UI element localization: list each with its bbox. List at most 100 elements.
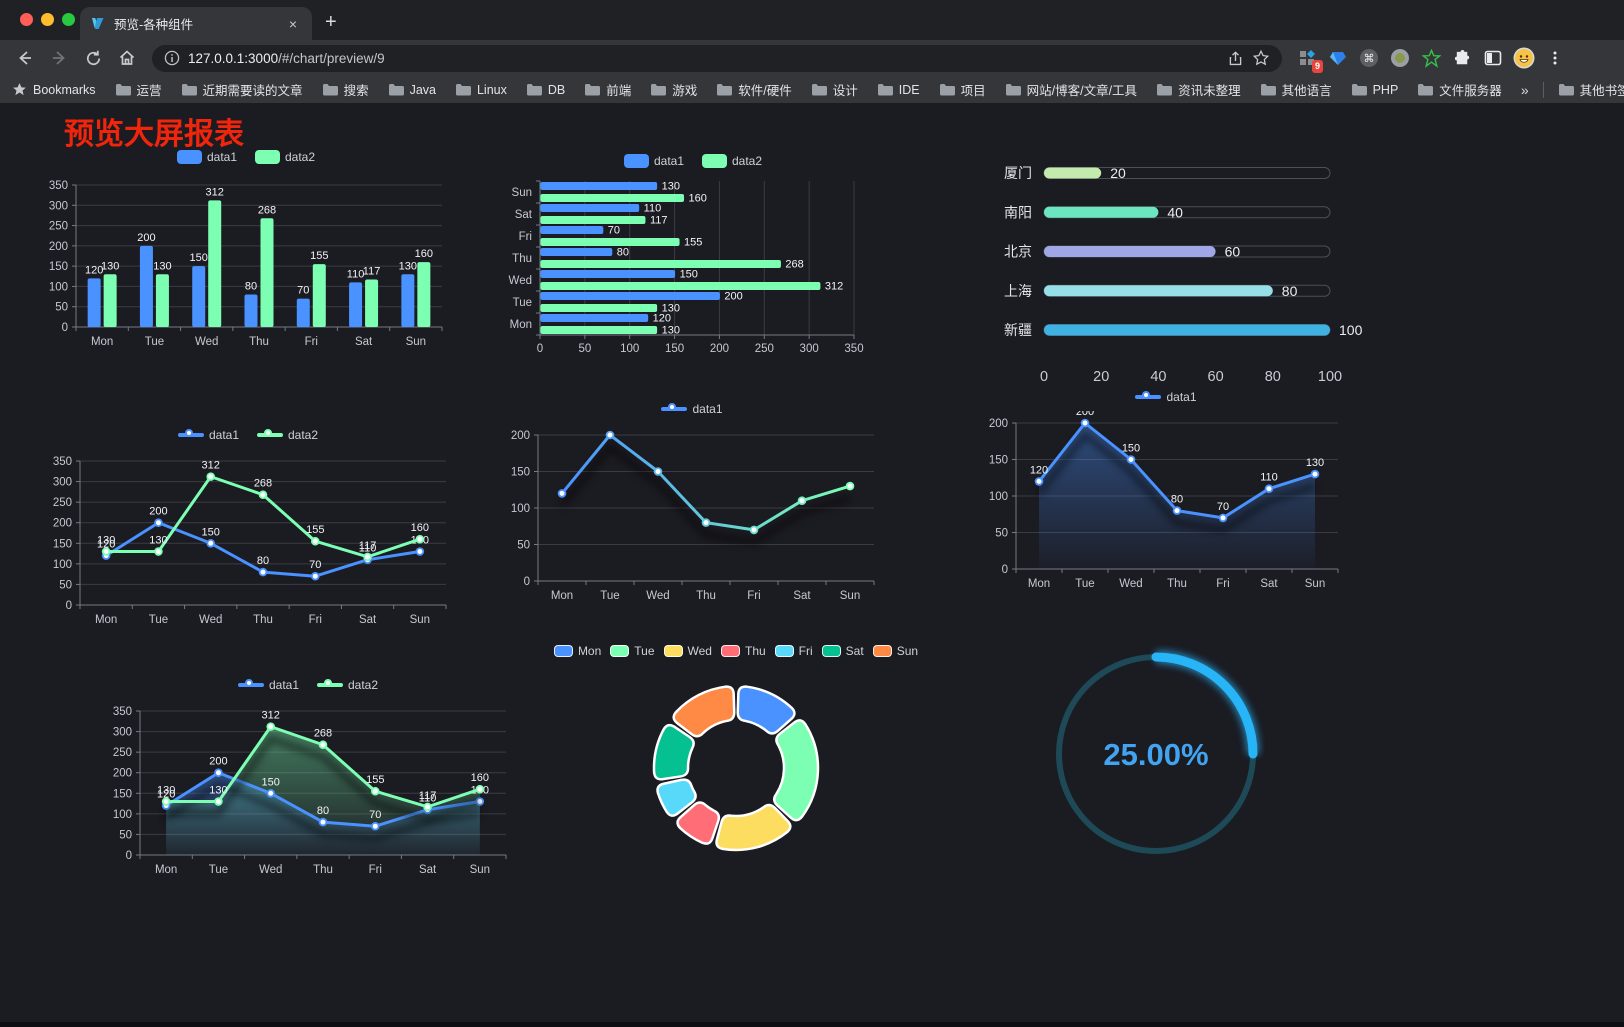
- folder-icon: [1558, 84, 1574, 96]
- bookmark-folder[interactable]: 游戏: [650, 80, 697, 99]
- legend-item-Thu[interactable]: Thu: [720, 644, 766, 658]
- bookmark-folder[interactable]: Java: [388, 80, 436, 99]
- bookmark-manager[interactable]: Bookmarks: [12, 82, 96, 97]
- window-close-button[interactable]: [20, 13, 33, 26]
- svg-text:Wed: Wed: [199, 614, 222, 626]
- folder-icon: [939, 84, 955, 96]
- home-button[interactable]: [112, 44, 142, 72]
- svg-text:200: 200: [149, 506, 167, 518]
- svg-text:200: 200: [209, 756, 227, 768]
- chart-area-two-series[interactable]: data1 data2 0 50 100 150 200 250 300 350 Mon Tue Wed…: [96, 675, 520, 890]
- browser-menu-icon[interactable]: [1544, 47, 1566, 69]
- legend-swatch: [610, 645, 630, 657]
- legend-item-data2[interactable]: data2: [317, 678, 378, 692]
- profile-avatar[interactable]: [1513, 47, 1535, 69]
- legend-item-data1[interactable]: data1: [1135, 390, 1197, 404]
- reload-button[interactable]: [78, 44, 108, 72]
- svg-text:Sat: Sat: [1260, 578, 1278, 590]
- legend-swatch: [623, 154, 649, 168]
- new-tab-button[interactable]: +: [325, 11, 337, 33]
- forward-button[interactable]: [44, 44, 74, 72]
- legend-item-data1[interactable]: data1: [237, 678, 299, 692]
- share-icon[interactable]: [1227, 50, 1244, 67]
- bookmark-folder-label: 运营: [136, 84, 162, 98]
- bookmark-folder[interactable]: Linux: [455, 80, 507, 99]
- chart-bar-horizontal[interactable]: data1 data2 0 50 100 150 200 250 300 350 Mon 120 130…: [498, 151, 888, 366]
- site-info-icon[interactable]: [164, 50, 180, 66]
- chart-canvas[interactable]: 0 50 100 150 200 Mon Tue Wed Thu Fri Sat Sun 120 200 1…: [980, 406, 1352, 595]
- svg-text:150: 150: [190, 252, 208, 264]
- legend-item-Sat[interactable]: Sat: [821, 644, 864, 658]
- window-maximize-button[interactable]: [62, 13, 75, 26]
- legend-item-Fri[interactable]: Fri: [774, 644, 813, 658]
- bookmark-folder[interactable]: 文件服务器: [1417, 80, 1502, 99]
- legend-item-data1[interactable]: data1: [623, 154, 684, 168]
- bookmark-folder[interactable]: 近期需要读的文章: [181, 80, 303, 99]
- bookmark-folder[interactable]: 网站/博客/文章/工具: [1005, 80, 1137, 99]
- bookmark-folder[interactable]: 搜索: [322, 80, 369, 99]
- bookmark-folder[interactable]: PHP: [1351, 80, 1398, 99]
- chart-canvas[interactable]: [552, 665, 920, 885]
- chart-line-gradient[interactable]: data1 0 50 100 150 200 Mon Tue Wed Thu Fri Sat Sun: [498, 399, 886, 612]
- bookmark-folder[interactable]: IDE: [877, 80, 920, 99]
- chart-canvas[interactable]: 25.00%: [1047, 645, 1265, 863]
- extension-star-icon[interactable]: [1420, 47, 1442, 69]
- chart-canvas[interactable]: 0 50 100 150 200 250 300 350 Mon Tue Wed Thu Fri Sat S…: [36, 449, 460, 635]
- bookmark-folder[interactable]: 前端: [584, 80, 631, 99]
- svg-text:300: 300: [113, 727, 132, 739]
- bookmark-folder[interactable]: 设计: [811, 80, 858, 99]
- chart-canvas[interactable]: 厦门 20 南阳 40 北京 60 上海 80 新疆 100 0 20 40 60 80 100: [992, 155, 1366, 387]
- bookmark-folder[interactable]: 项目: [939, 80, 986, 99]
- svg-text:Thu: Thu: [313, 864, 333, 876]
- legend-item-Sun[interactable]: Sun: [872, 644, 918, 658]
- bookmark-folder[interactable]: 软件/硬件: [716, 80, 792, 99]
- svg-text:120: 120: [653, 313, 671, 325]
- legend-item-data2[interactable]: data2: [255, 150, 315, 164]
- chart-canvas[interactable]: 0 50 100 150 200 Mon Tue Wed Thu Fri Sat Sun: [498, 423, 886, 607]
- svg-text:200: 200: [53, 518, 72, 530]
- back-button[interactable]: [10, 44, 40, 72]
- bookmark-folder[interactable]: 其他语言: [1260, 80, 1332, 99]
- svg-text:250: 250: [53, 497, 72, 509]
- chart-donut-pie[interactable]: Mon Tue Wed Thu Fri Sat Sun: [552, 641, 920, 890]
- svg-text:70: 70: [297, 285, 309, 297]
- extension-grid-icon[interactable]: 9: [1296, 47, 1323, 73]
- tab-close-icon[interactable]: ×: [288, 15, 298, 32]
- chart-line-two-series[interactable]: data1 data2 0 50 100 150 200 250 300 350 Mon Tue Wed…: [36, 425, 460, 640]
- chart-capsule-progress[interactable]: 厦门 20 南阳 40 北京 60 上海 80 新疆 100 0 20 40 60 80 100: [992, 155, 1366, 392]
- extensions-puzzle-icon[interactable]: [1451, 47, 1473, 69]
- legend-item-data1[interactable]: data1: [176, 150, 237, 164]
- other-bookmarks-folder[interactable]: 其他书签: [1558, 80, 1624, 99]
- bookmarks-overflow-chevron[interactable]: »: [1520, 81, 1529, 98]
- sidebar-toggle-icon[interactable]: [1482, 47, 1504, 69]
- legend-label: data1: [1166, 390, 1197, 404]
- svg-text:Sun: Sun: [840, 590, 860, 602]
- legend-item-Tue[interactable]: Tue: [610, 644, 655, 658]
- window-minimize-button[interactable]: [41, 13, 54, 26]
- legend-item-data1[interactable]: data1: [177, 428, 239, 442]
- address-bar[interactable]: 127.0.0.1:3000/#/chart/preview/9: [152, 44, 1282, 72]
- extension-command-icon[interactable]: ⌘: [1358, 47, 1380, 69]
- bookmark-folder[interactable]: 资讯未整理: [1156, 80, 1241, 99]
- legend-item-data2[interactable]: data2: [257, 428, 318, 442]
- chart-legend: data1: [980, 387, 1352, 407]
- svg-text:0: 0: [537, 343, 543, 355]
- tab-favicon: [92, 18, 104, 29]
- legend-item-data1[interactable]: data1: [661, 402, 723, 416]
- bookmark-star-icon[interactable]: [1252, 49, 1270, 67]
- legend-item-Wed[interactable]: Wed: [663, 644, 712, 658]
- extension-gem-icon[interactable]: [1327, 47, 1349, 69]
- chart-bar-grouped[interactable]: data1 data2 0 50 100 150 200 250 300 350 Mon Tue Wed…: [36, 147, 456, 362]
- extension-record-icon[interactable]: [1389, 47, 1411, 69]
- chart-canvas[interactable]: 0 50 100 150 200 250 300 350 Mon Tue Wed Thu Fri Sat S…: [96, 699, 520, 885]
- chart-canvas[interactable]: 0 50 100 150 200 250 300 350 Mon Tue Wed Thu Fri Sat S…: [36, 171, 456, 357]
- bookmark-folder[interactable]: 运营: [115, 80, 162, 99]
- bookmark-folder[interactable]: DB: [526, 80, 565, 99]
- legend-item-Mon[interactable]: Mon: [553, 644, 601, 658]
- legend-item-data2[interactable]: data2: [702, 154, 762, 168]
- svg-text:200: 200: [989, 418, 1008, 430]
- chart-area-single[interactable]: data1 0 50 100 150 200 Mon Tue Wed Thu Fri Sat Sun 12…: [980, 387, 1352, 600]
- browser-tab[interactable]: 预览-各种组件 ×: [80, 7, 312, 40]
- chart-gauge-progress[interactable]: 25.00%: [1047, 645, 1265, 868]
- chart-canvas[interactable]: 0 50 100 150 200 250 300 350Mon120130Tue200130W…: [498, 175, 888, 361]
